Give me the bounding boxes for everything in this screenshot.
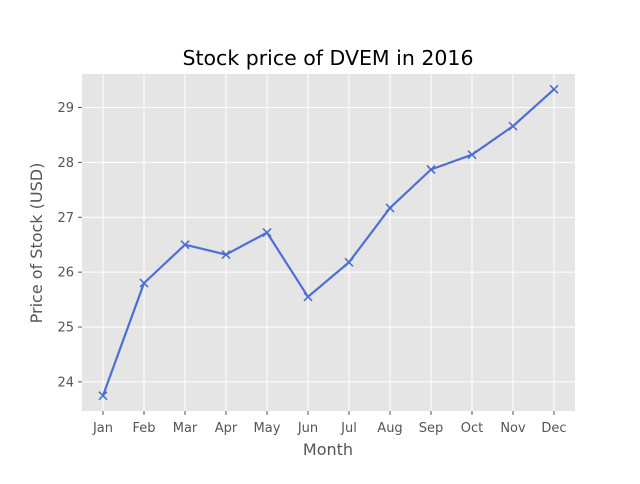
data-point-marker <box>508 121 518 131</box>
data-point-marker <box>98 391 108 401</box>
y-axis-label: Price of Stock (USD) <box>27 163 46 324</box>
data-point-marker <box>426 164 436 175</box>
data-point-marker <box>303 292 313 302</box>
data-point-marker <box>344 257 354 267</box>
x-axis-label: Month <box>303 440 353 459</box>
y-tick-label: 24 <box>57 375 74 390</box>
chart-title: Stock price of DVEM in 2016 <box>182 46 473 70</box>
x-tick-label: Oct <box>461 421 483 436</box>
data-point-marker <box>262 228 272 238</box>
y-tick-label: 25 <box>57 321 74 336</box>
x-tick-label: Dec <box>541 421 566 436</box>
plot-area <box>82 74 575 411</box>
x-tick-label: Jul <box>340 421 357 436</box>
data-point-marker <box>549 84 559 94</box>
data-point-marker <box>139 278 149 288</box>
x-tick-label: Jan <box>92 421 113 436</box>
x-tick-label: Jun <box>297 421 318 436</box>
x-tick-label: Nov <box>500 421 526 436</box>
y-tick-label: 26 <box>57 266 74 281</box>
series-line <box>101 88 555 397</box>
y-tick-label: 27 <box>57 211 74 226</box>
series-layer <box>98 84 559 401</box>
x-tick-label: Mar <box>173 421 198 436</box>
y-tick-label: 28 <box>57 156 74 171</box>
x-tick-label: Feb <box>132 421 155 436</box>
data-point-marker <box>180 240 190 250</box>
grid-lines <box>82 74 575 411</box>
x-tick-label: Sep <box>419 421 444 436</box>
data-point-marker <box>385 203 395 213</box>
x-tick-label: Apr <box>215 421 238 436</box>
axis-ticks: Jan Feb Mar Apr May Jun Jul Aug Sep Oct Nov Dec 24 25… <box>57 101 566 436</box>
data-point-marker <box>221 250 231 260</box>
x-tick-label: May <box>254 421 281 436</box>
x-tick-label: Aug <box>377 421 402 436</box>
y-tick-label: 29 <box>57 101 74 116</box>
data-point-marker <box>467 150 477 160</box>
